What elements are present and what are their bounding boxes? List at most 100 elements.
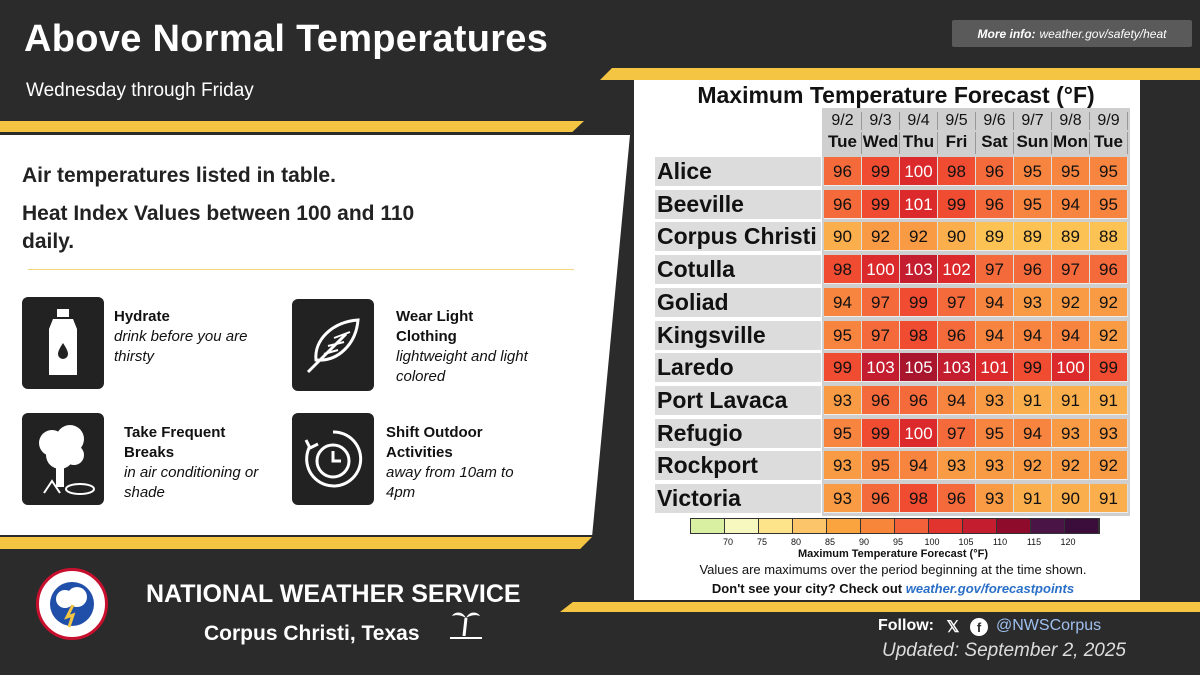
temperature-cell: 95 [862, 451, 900, 480]
tree-shade-icon [22, 413, 104, 505]
scale-swatch [895, 519, 929, 533]
follow-label: Follow: [878, 617, 934, 634]
temperature-cell: 91 [1052, 386, 1090, 415]
scale-tick-label: 85 [824, 537, 836, 547]
temperature-cell: 96 [938, 484, 976, 513]
tip-title: Wear Light Clothing [396, 308, 474, 345]
temperature-cell: 92 [1090, 451, 1128, 480]
day-header: Mon [1052, 132, 1090, 154]
info-line-1: Air temperatures listed in table. [22, 164, 336, 187]
scale-swatch [1031, 519, 1065, 533]
tip-title: Take Frequent Breaks [124, 424, 226, 461]
info-line-2: Heat Index Values between 100 and 110 [22, 202, 415, 225]
color-scale [690, 518, 1100, 534]
temperature-cell: 94 [938, 386, 976, 415]
temperature-cell: 93 [1052, 419, 1090, 448]
temperature-cell: 97 [976, 255, 1014, 284]
temperature-cell: 89 [1014, 222, 1052, 251]
temperature-cell: 94 [1014, 321, 1052, 350]
temperature-cell: 98 [900, 484, 938, 513]
accent-stripe-bottom-left [0, 537, 592, 549]
safety-panel: Air temperatures listed in table. Heat I… [0, 135, 630, 535]
page-subtitle: Wednesday through Friday [26, 80, 254, 101]
temperature-cell: 93 [1014, 288, 1052, 317]
date-header: 9/5 [938, 112, 976, 130]
section-divider [28, 269, 574, 270]
temperature-cell: 97 [938, 288, 976, 317]
table-row: 95 99 100 97 95 94 93 93 [824, 419, 1128, 448]
temperature-cell: 103 [862, 353, 900, 382]
temperature-cell: 97 [862, 321, 900, 350]
temperature-cell: 94 [976, 321, 1014, 350]
city-name: Laredo [655, 353, 821, 382]
date-header-row: 9/2 9/3 9/4 9/5 9/6 9/7 9/8 9/9 [824, 112, 1128, 130]
city-name: Alice [655, 157, 821, 186]
table-row: 93 96 98 96 93 91 90 91 [824, 484, 1128, 513]
temperature-cell: 94 [824, 288, 862, 317]
organization-name: NATIONAL WEATHER SERVICE [146, 580, 521, 608]
city-name: Corpus Christi [655, 222, 821, 251]
temperature-cell: 99 [938, 190, 976, 219]
temperature-cell: 96 [1090, 255, 1128, 284]
temperature-cell: 93 [824, 451, 862, 480]
city-name: Goliad [655, 288, 821, 317]
temperature-cell: 93 [824, 484, 862, 513]
updated-timestamp: Updated: September 2, 2025 [882, 640, 1127, 661]
scale-swatch [929, 519, 963, 533]
temperature-cell: 95 [1090, 190, 1128, 219]
tip-description: away from 10am to 4pm [386, 464, 514, 501]
date-header: 9/4 [900, 112, 938, 130]
temperature-cell: 99 [862, 419, 900, 448]
temperature-cell: 96 [1014, 255, 1052, 284]
scale-swatch [861, 519, 895, 533]
facebook-icon[interactable]: f [970, 618, 988, 636]
temperature-cell: 89 [1052, 222, 1090, 251]
temperature-cell: 91 [1014, 386, 1052, 415]
temperature-cell: 94 [1052, 190, 1090, 219]
temperature-cell: 94 [976, 288, 1014, 317]
temperature-cell: 99 [862, 190, 900, 219]
temperature-cell: 94 [1014, 419, 1052, 448]
temperature-cell: 91 [1090, 484, 1128, 513]
scale-tick-label: 75 [756, 537, 768, 547]
day-header: Sat [976, 132, 1014, 154]
scale-tick-label: 115 [1026, 537, 1042, 547]
temperature-cell: 99 [824, 353, 862, 382]
x-icon[interactable]: 𝕏 [946, 619, 960, 636]
table-row: 98 100 103 102 97 96 97 96 [824, 255, 1128, 284]
social-handle[interactable]: @NWSCorpus [996, 617, 1102, 634]
temperature-cell: 93 [1090, 419, 1128, 448]
temperature-cell: 96 [824, 157, 862, 186]
temperature-cell: 99 [900, 288, 938, 317]
tip-description: lightweight and light colored [396, 348, 528, 385]
table-title: Maximum Temperature Forecast (°F) [697, 82, 1095, 108]
date-header: 9/3 [862, 112, 900, 130]
temperature-cell: 95 [1014, 157, 1052, 186]
temperature-cell: 92 [1090, 321, 1128, 350]
temperature-cell: 95 [1090, 157, 1128, 186]
temperature-cell: 100 [900, 157, 938, 186]
office-name: Corpus Christi, Texas [204, 622, 420, 645]
scale-swatch [963, 519, 997, 533]
more-info-link[interactable]: weather.gov/safety/heat [1039, 26, 1167, 41]
date-header: 9/2 [824, 112, 862, 130]
palm-tree-icon [448, 606, 484, 647]
scale-tick-label: 80 [790, 537, 802, 547]
temperature-cell: 92 [1052, 288, 1090, 317]
temperature-cell: 100 [1052, 353, 1090, 382]
forecast-points-link[interactable]: weather.gov/forecastpoints [905, 581, 1075, 596]
city-name: Beeville [655, 190, 821, 219]
temperature-cell: 92 [900, 222, 938, 251]
scale-swatch [759, 519, 793, 533]
table-row: 96 99 100 98 96 95 95 95 [824, 157, 1128, 186]
accent-stripe-top-left [0, 121, 584, 132]
temperature-cell: 89 [976, 222, 1014, 251]
temperature-cell: 97 [862, 288, 900, 317]
temperature-cell: 92 [1014, 451, 1052, 480]
day-header: Fri [938, 132, 976, 154]
scale-tick-label: 100 [924, 537, 940, 547]
temperature-cell: 102 [938, 255, 976, 284]
table-row: 93 96 96 94 93 91 91 91 [824, 386, 1128, 415]
scale-tick-label: 120 [1060, 537, 1076, 547]
